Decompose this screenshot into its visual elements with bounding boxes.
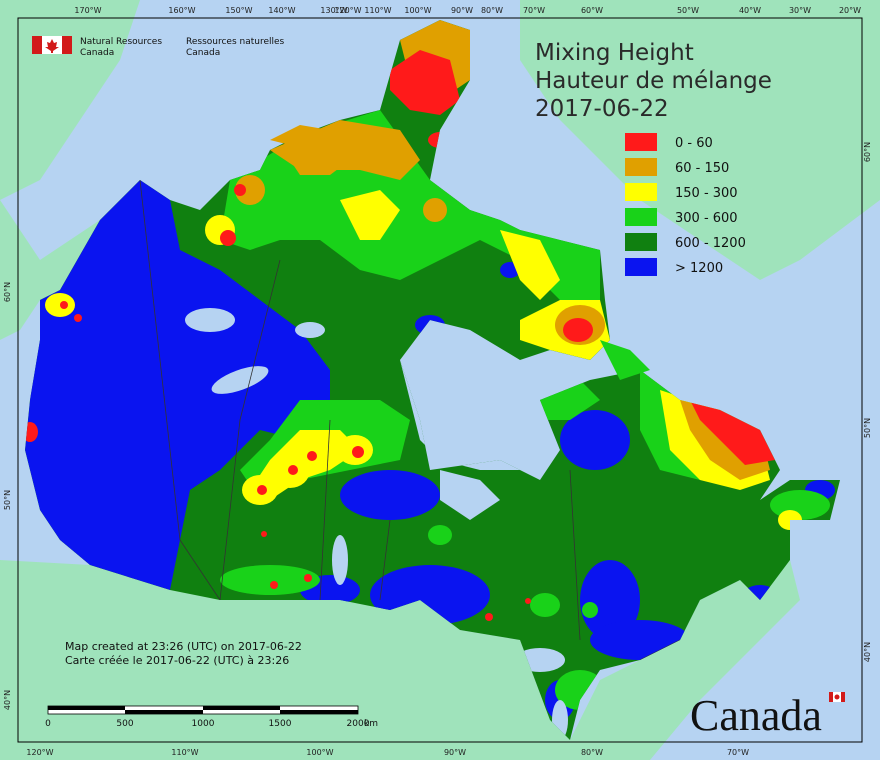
graticule-label-top: 160°W bbox=[168, 6, 195, 15]
graticule-label-top: 20°W bbox=[839, 6, 861, 15]
graticule-label-top: 130°W bbox=[320, 6, 347, 15]
lake-winnipeg bbox=[332, 535, 348, 585]
scale-label: 1000 bbox=[192, 719, 215, 729]
graticule-label-top: 60°W bbox=[581, 6, 603, 15]
legend-swatch bbox=[625, 208, 657, 226]
graticule-label-left: 40°N bbox=[3, 690, 12, 710]
credit-fr: Carte créée le 2017-06-22 (UTC) à 23:26 bbox=[65, 654, 289, 667]
legend-label: 600 - 1200 bbox=[675, 236, 746, 251]
legend-swatch bbox=[625, 233, 657, 251]
legend-label: 0 - 60 bbox=[675, 136, 713, 151]
agency-fr-line1: Ressources naturelles bbox=[186, 37, 285, 47]
graticule-label-top: 80°W bbox=[481, 6, 503, 15]
graticule-label-top: 100°W bbox=[404, 6, 431, 15]
graticule-label-bottom: 110°W bbox=[171, 748, 198, 757]
wordmark-text: Canada bbox=[690, 691, 822, 740]
legend-swatch bbox=[625, 258, 657, 276]
graticule-label-left: 60°N bbox=[3, 282, 12, 302]
graticule-label-top: 120°W bbox=[334, 6, 361, 15]
graticule-label-top: 50°W bbox=[677, 6, 699, 15]
graticule-label-left: 50°N bbox=[3, 490, 12, 510]
scale-label: 0 bbox=[45, 719, 51, 729]
graticule-left: 60°N 50°N 40°N bbox=[3, 282, 12, 710]
legend-label: 150 - 300 bbox=[675, 186, 738, 201]
scale-label: 2000 bbox=[347, 719, 370, 729]
graticule-label-top: 170°W bbox=[74, 6, 101, 15]
legend-label: 300 - 600 bbox=[675, 211, 738, 226]
graticule-label-bottom: 90°W bbox=[444, 748, 466, 757]
graticule-label-right: 60°N bbox=[863, 142, 872, 162]
legend-swatch bbox=[625, 158, 657, 176]
graticule-label-top: 30°W bbox=[789, 6, 811, 15]
lake-athabasca bbox=[295, 322, 325, 338]
credit-en: Map created at 23:26 (UTC) on 2017-06-22 bbox=[65, 640, 302, 653]
graticule-right: 60°N 50°N 40°N bbox=[863, 142, 872, 662]
graticule-label-bottom: 120°W bbox=[26, 748, 53, 757]
title-line1: Mixing Height bbox=[535, 40, 694, 66]
scale-unit: km bbox=[364, 719, 378, 729]
agency-fr-line2: Canada bbox=[186, 48, 220, 58]
wordmark-flag bbox=[829, 692, 845, 702]
agency-en-line2: Canada bbox=[80, 48, 114, 58]
scale-label: 1500 bbox=[269, 719, 292, 729]
field-above-1200 bbox=[25, 180, 835, 720]
graticule-label-bottom: 80°W bbox=[581, 748, 603, 757]
title-line2: Hauteur de mélange bbox=[535, 68, 772, 94]
legend-swatch bbox=[625, 183, 657, 201]
graticule-label-top: 140°W bbox=[268, 6, 295, 15]
canada-wordmark: Canada bbox=[690, 691, 845, 740]
title-date: 2017-06-22 bbox=[535, 96, 669, 122]
graticule-label-bottom: 100°W bbox=[306, 748, 333, 757]
legend-label: 60 - 150 bbox=[675, 161, 729, 176]
graticule-bottom: 120°W 110°W 100°W 90°W 80°W 70°W bbox=[26, 748, 749, 757]
scale-bar: 0 500 1000 1500 2000 km bbox=[45, 705, 378, 729]
province-borders bbox=[139, 179, 681, 661]
graticule-label-top: 70°W bbox=[523, 6, 545, 15]
map-frame bbox=[17, 17, 863, 743]
great-slave-lake bbox=[211, 366, 269, 394]
arctic-islands bbox=[270, 125, 650, 380]
graticule-label-top: 150°W bbox=[225, 6, 252, 15]
great-bear-lake bbox=[185, 308, 235, 332]
legend-label: > 1200 bbox=[675, 261, 723, 276]
greenland bbox=[520, 0, 880, 280]
legend-swatch bbox=[625, 133, 657, 151]
graticule-label-top: 40°W bbox=[739, 6, 761, 15]
graticule-label-right: 40°N bbox=[863, 642, 872, 662]
graticule-label-right: 50°N bbox=[863, 418, 872, 438]
scale-label: 500 bbox=[116, 719, 133, 729]
agency-en-line1: Natural Resources bbox=[80, 37, 162, 47]
graticule-label-bottom: 70°W bbox=[727, 748, 749, 757]
james-bay bbox=[440, 470, 500, 520]
canada-flag-logo bbox=[32, 36, 72, 54]
graticule-label-top: 110°W bbox=[364, 6, 391, 15]
legend: 0 - 60 60 - 150 150 - 300 300 - 600 600 - 12… bbox=[625, 133, 746, 276]
graticule-label-top: 90°W bbox=[451, 6, 473, 15]
